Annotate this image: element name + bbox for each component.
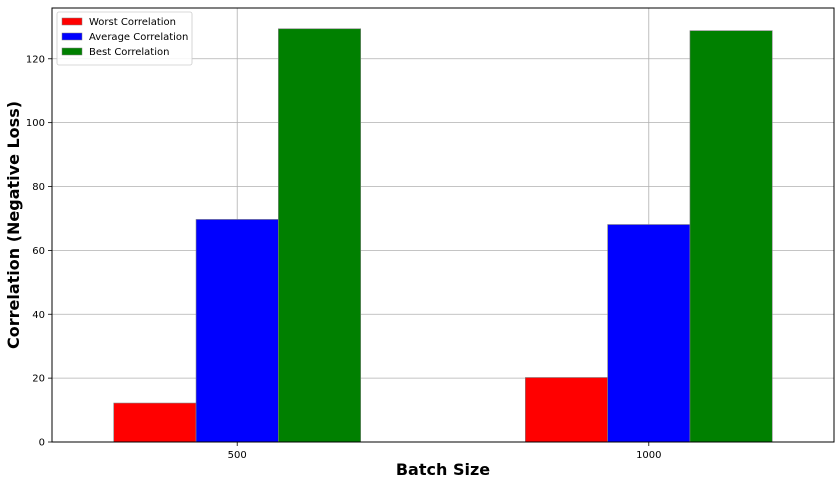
plot-frame [51,7,835,443]
legend: Worst Correlation Average Correlation Best… [56,11,193,66]
bar-worst-correlation-1000 [525,377,608,443]
bar-best-correlation-500 [278,28,361,443]
y-tick-label: 0 [39,438,45,449]
bars [113,28,773,443]
bar-average-correlation-1000 [607,224,691,443]
legend-swatch [61,47,83,56]
x-axis: 500 1000 [228,442,662,461]
y-tick-label: 80 [32,182,45,193]
x-axis-title: Batch Size [396,460,490,479]
x-tick-label: 1000 [636,450,661,461]
legend-swatch [61,32,83,41]
legend-entry-label: Average Correlation [89,32,188,43]
legend-entry-label: Worst Correlation [89,17,176,28]
legend-box [56,11,193,66]
bar-best-correlation-1000 [689,30,773,443]
y-tick-label: 40 [32,310,45,321]
bar-worst-correlation-500 [113,402,197,443]
y-axis: 0 20 40 60 80 100 120 [26,54,52,449]
y-tick-label: 120 [26,54,45,65]
x-tick-label: 500 [228,450,247,461]
legend-entry-label: Best Correlation [89,47,169,58]
bar-average-correlation-500 [195,219,279,443]
legend-swatch [61,17,83,26]
y-tick-label: 60 [32,246,45,257]
y-tick-label: 100 [26,118,45,129]
y-axis-title: Correlation (Negative Loss) [4,101,23,349]
y-tick-label: 20 [32,374,45,385]
